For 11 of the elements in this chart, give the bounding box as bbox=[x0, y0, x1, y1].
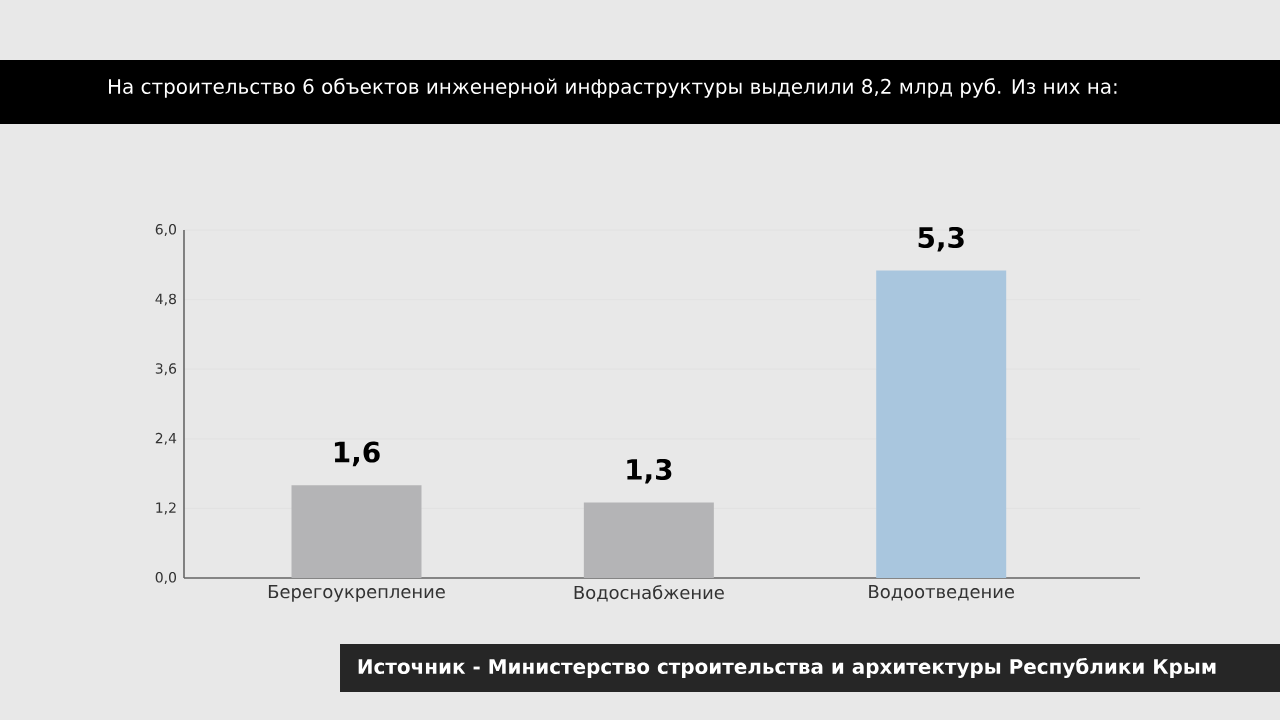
data-label: 5,3 bbox=[918, 226, 964, 252]
bar bbox=[876, 270, 1007, 578]
x-tick-label: Водоотведение bbox=[869, 585, 1015, 601]
text: Источник - Министерство строительства и архитектуры Республики Крым bbox=[358, 657, 1216, 679]
data-label: 1,6 bbox=[334, 441, 380, 467]
bar bbox=[291, 485, 422, 578]
x-tick-label: Водоснабжение bbox=[574, 585, 724, 602]
x-tick-label: Берегоукрепление bbox=[268, 585, 445, 602]
data-label: 1,3 bbox=[627, 458, 672, 484]
chart-title: На строительство 6 объектов инженерной инфраструктуры выделили 8,2 млрд руб. Из них на: bbox=[109, 78, 1117, 98]
bar bbox=[583, 502, 714, 578]
